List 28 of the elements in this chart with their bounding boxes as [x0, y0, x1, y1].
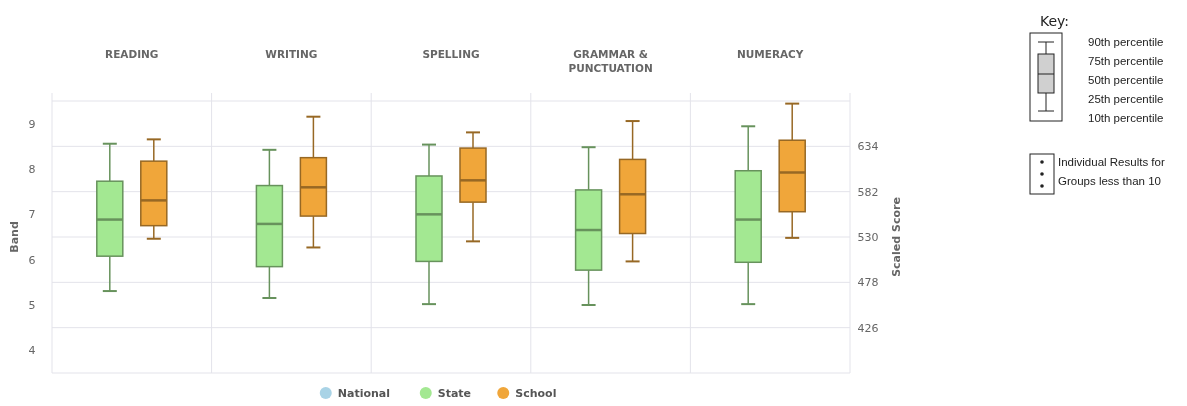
y2-axis-title: Scaled Score [890, 197, 903, 277]
x-tick-label: NUMERACY [736, 48, 804, 60]
text: Individual Results for Groups less than 10 [1058, 156, 1165, 187]
y2-tick-label: 530 [857, 230, 879, 244]
y2-tick-label: 478 [857, 276, 879, 290]
x-tick-label: GRAMMAR & PUNCTUATION [568, 48, 653, 74]
text: Key: [1040, 13, 1070, 29]
text: 75th percentile [1088, 55, 1164, 68]
legend-label: National [337, 386, 390, 400]
text: 10th percentile [1088, 112, 1164, 125]
y2-tick-label: 582 [857, 185, 879, 199]
x-tick-label: SPELLING [422, 48, 480, 60]
y2-tick-label: 634 [857, 140, 879, 154]
y-tick-label: 5 [28, 298, 36, 312]
text: 90th percentile [1088, 36, 1164, 49]
x-tick-label: WRITING [265, 48, 318, 60]
y-tick-label: 7 [28, 208, 36, 222]
text: 50th percentile [1088, 74, 1164, 87]
y-tick-label: 6 [28, 253, 36, 267]
y-tick-label: 9 [28, 117, 36, 131]
text: 25th percentile [1088, 93, 1164, 106]
y2-tick-label: 426 [857, 321, 879, 335]
y-axis-title: Band [8, 221, 21, 253]
y-tick-label: 4 [28, 344, 36, 358]
legend-label: School [515, 386, 557, 400]
x-tick-label: READING [105, 48, 159, 60]
legend-label: State [437, 386, 472, 400]
y-tick-label: 8 [28, 162, 36, 176]
